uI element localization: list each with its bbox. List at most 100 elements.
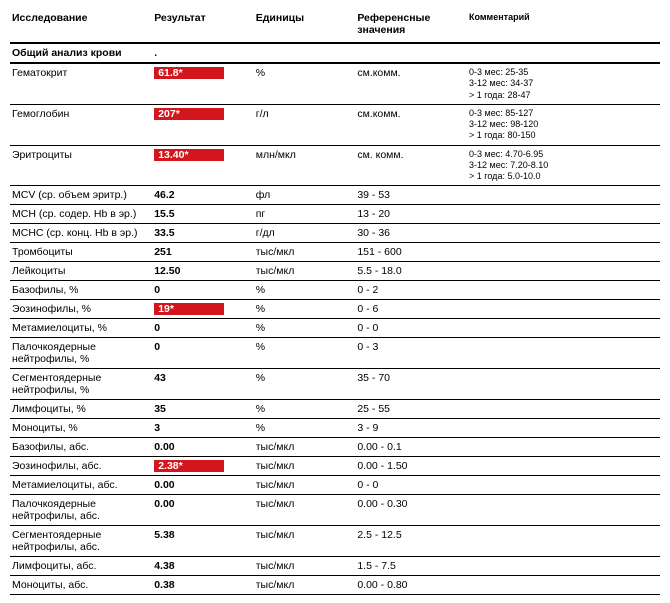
result-cell: 0	[152, 338, 254, 369]
table-row: Сегментоядерные нейтрофилы, %43%35 - 70	[10, 369, 660, 400]
comment-cell	[467, 369, 660, 400]
header-comment: Комментарий	[467, 8, 660, 43]
result-value: 0.00	[154, 498, 174, 510]
units-cell: тыс/мкл	[254, 526, 356, 557]
result-cell: 19*	[152, 300, 254, 319]
test-name: MCV (ср. объем эритр.)	[10, 186, 152, 205]
comment-line: 0-3 мес: 25-35	[469, 67, 658, 78]
table-row: Сегментоядерные нейтрофилы, абс.5.38тыс/…	[10, 526, 660, 557]
reference-cell: 2.5 - 12.5	[355, 526, 467, 557]
test-name: Гемоглобин	[10, 104, 152, 145]
section-mark: .	[152, 43, 660, 63]
result-value: 0.38	[154, 579, 174, 591]
units-cell: %	[254, 63, 356, 104]
comment-line: 0-3 мес: 85-127	[469, 108, 658, 119]
table-row: Моноциты, абс.0.38тыс/мкл0.00 - 0.80	[10, 576, 660, 595]
test-name: MCHC (ср. конц. Hb в эр.)	[10, 224, 152, 243]
result-value: 0.00	[154, 441, 174, 453]
result-cell: 46.2	[152, 186, 254, 205]
test-name: Эозинофилы, %	[10, 300, 152, 319]
comment-cell: 0-3 мес: 25-353-12 мес: 34-37> 1 года: 2…	[467, 63, 660, 104]
comment-line: 3-12 мес: 34-37	[469, 78, 658, 89]
result-value: 15.5	[154, 208, 174, 220]
table-row: Моноциты, %3%3 - 9	[10, 419, 660, 438]
test-name: Эритроциты	[10, 145, 152, 186]
comment-line: > 1 года: 80-150	[469, 130, 658, 141]
result-value: 43	[154, 372, 166, 384]
test-name: Базофилы, абс.	[10, 438, 152, 457]
reference-cell: 0 - 0	[355, 476, 467, 495]
units-cell: %	[254, 281, 356, 300]
test-name: Метамиелоциты, %	[10, 319, 152, 338]
units-cell: %	[254, 300, 356, 319]
reference-cell: 1.5 - 7.5	[355, 557, 467, 576]
table-row: Эозинофилы, абс.2.38*тыс/мкл0.00 - 1.50	[10, 457, 660, 476]
table-row: Палочкоядерные нейтрофилы, абс.0.00тыс/м…	[10, 495, 660, 526]
result-cell: 0.38	[152, 576, 254, 595]
table-row: Базофилы, абс.0.00тыс/мкл0.00 - 0.1	[10, 438, 660, 457]
reference-cell: 13 - 20	[355, 205, 467, 224]
reference-cell: 3 - 9	[355, 419, 467, 438]
test-name: Сегментоядерные нейтрофилы, абс.	[10, 526, 152, 557]
test-name: Моноциты, абс.	[10, 576, 152, 595]
result-value: 0	[154, 284, 160, 296]
comment-cell	[467, 438, 660, 457]
test-name: Метамиелоциты, абс.	[10, 476, 152, 495]
header-result: Результат	[152, 8, 254, 43]
table-row: MCV (ср. объем эритр.)46.2фл39 - 53	[10, 186, 660, 205]
test-name: MCH (ср. содер. Hb в эр.)	[10, 205, 152, 224]
comment-cell	[467, 495, 660, 526]
test-name: Гематокрит	[10, 63, 152, 104]
units-cell: тыс/мкл	[254, 557, 356, 576]
units-cell: млн/мкл	[254, 145, 356, 186]
comment-cell	[467, 419, 660, 438]
result-value: 0.00	[154, 479, 174, 491]
units-cell: тыс/мкл	[254, 243, 356, 262]
units-cell: тыс/мкл	[254, 576, 356, 595]
result-cell: 0.00	[152, 476, 254, 495]
result-cell: 12.50	[152, 262, 254, 281]
comment-cell	[467, 476, 660, 495]
header-ref: Референсные значения	[355, 8, 467, 43]
comment-cell	[467, 281, 660, 300]
header-row: Исследование Результат Единицы Референсн…	[10, 8, 660, 43]
test-name: Лимфоциты, абс.	[10, 557, 152, 576]
test-name: Эозинофилы, абс.	[10, 457, 152, 476]
result-cell: 0	[152, 281, 254, 300]
result-value: 46.2	[154, 189, 174, 201]
result-cell: 251	[152, 243, 254, 262]
table-row: Тромбоциты251тыс/мкл151 - 600	[10, 243, 660, 262]
result-cell: 2.38*	[152, 457, 254, 476]
table-row: Гематокрит61.8*%см.комм.0-3 мес: 25-353-…	[10, 63, 660, 104]
comment-cell	[467, 319, 660, 338]
comment-cell: 0-3 мес: 85-1273-12 мес: 98-120> 1 года:…	[467, 104, 660, 145]
units-cell: %	[254, 319, 356, 338]
reference-cell: см.комм.	[355, 63, 467, 104]
table-row: Эритроциты13.40*млн/мклсм. комм.0-3 мес:…	[10, 145, 660, 186]
result-value: 251	[154, 246, 172, 258]
reference-cell: 0.00 - 1.50	[355, 457, 467, 476]
comment-cell	[467, 186, 660, 205]
result-cell: 33.5	[152, 224, 254, 243]
test-name: Моноциты, %	[10, 419, 152, 438]
table-row: MCH (ср. содер. Hb в эр.)15.5пг13 - 20	[10, 205, 660, 224]
units-cell: тыс/мкл	[254, 457, 356, 476]
comment-cell	[467, 205, 660, 224]
reference-cell: 30 - 36	[355, 224, 467, 243]
reference-cell: 25 - 55	[355, 400, 467, 419]
reference-cell: см. комм.	[355, 145, 467, 186]
table-row: Лейкоциты12.50тыс/мкл5.5 - 18.0	[10, 262, 660, 281]
result-value: 35	[154, 403, 166, 415]
result-cell: 35	[152, 400, 254, 419]
result-cell: 0	[152, 319, 254, 338]
test-name: Лимфоциты, %	[10, 400, 152, 419]
reference-cell: 35 - 70	[355, 369, 467, 400]
comment-cell	[467, 300, 660, 319]
result-value: 3	[154, 422, 160, 434]
header-test: Исследование	[10, 8, 152, 43]
table-row: Базофилы, %0%0 - 2	[10, 281, 660, 300]
units-cell: г/дл	[254, 224, 356, 243]
result-cell: 43	[152, 369, 254, 400]
comment-cell	[467, 576, 660, 595]
reference-cell: см.комм.	[355, 104, 467, 145]
